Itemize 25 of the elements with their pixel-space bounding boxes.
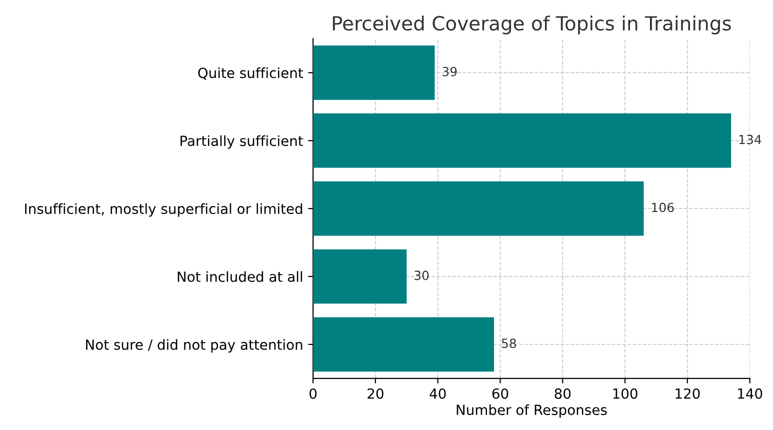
y-tick-label: Not included at all [178,271,302,282]
y-tick-label: Insufficient, mostly superficial or limited [25,203,302,217]
x-tick-label: 60 [492,388,508,399]
x-tick-label: 20 [368,388,384,399]
bar [313,181,644,236]
x-tick-label: 100 [613,388,638,399]
x-axis-title: Number of Responses [456,404,607,418]
x-tick-label: 80 [554,388,571,399]
data-label: 106 [652,202,674,212]
y-tick-label: Not sure / did not pay attention [86,339,302,353]
x-tick-label: 40 [430,388,446,399]
data-label: 39 [442,66,457,76]
x-tick-label: 0 [310,388,317,399]
bar [313,45,435,100]
bar [313,317,494,372]
x-tick-label: 140 [738,388,762,399]
x-tick-label: 120 [676,388,700,399]
data-label: 30 [414,270,429,280]
data-label: 134 [739,134,762,144]
chart-title: Perceived Coverage of Topics in Trainings [332,16,731,34]
data-label: 58 [502,338,516,348]
y-tick-label: Quite sufficient [198,67,304,80]
bar [313,113,732,168]
bar [313,249,407,304]
y-tick-label: Partially sufficient [180,135,304,149]
